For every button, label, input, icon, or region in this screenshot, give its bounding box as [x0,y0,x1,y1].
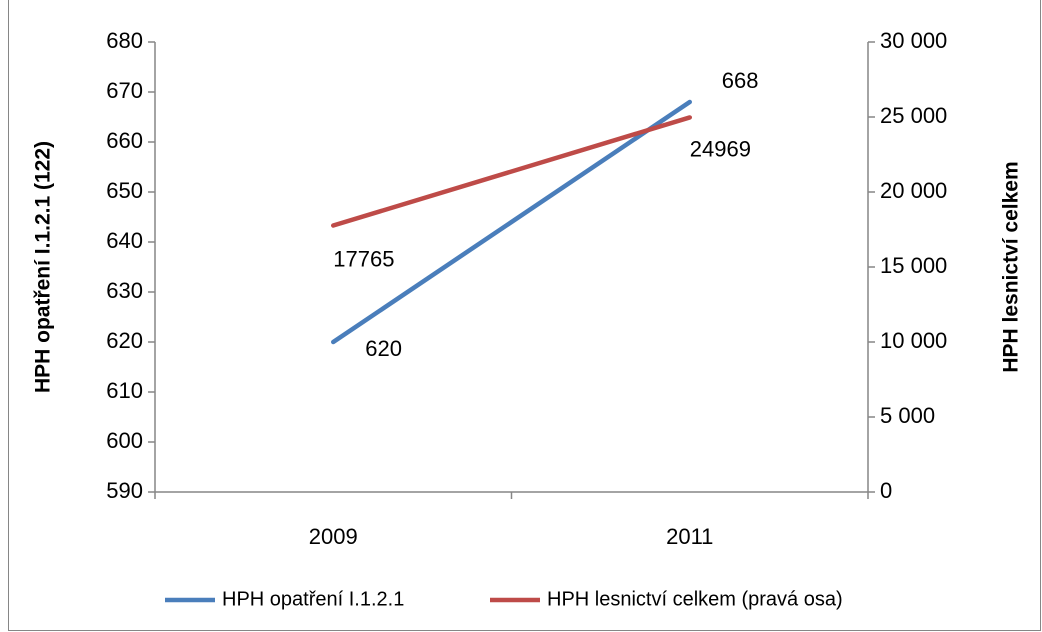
y-tick-label: 620 [106,328,143,353]
y2-tick-label: 0 [880,478,892,503]
x-tick-label: 2009 [309,524,358,549]
data-label: 620 [365,336,402,361]
y2-tick-label: 25 000 [880,103,947,128]
y-tick-label: 670 [106,78,143,103]
legend-label: HPH lesnictví celkem (pravá osa) [547,588,843,610]
y-tick-label: 630 [106,278,143,303]
y-tick-label: 600 [106,428,143,453]
y-tick-label: 610 [106,378,143,403]
series-line [331,99,692,345]
data-label: 24969 [690,136,751,161]
chart-border [8,0,1041,631]
data-label: 17765 [333,246,394,271]
x-tick-label: 2011 [666,524,713,549]
series-line [331,115,692,228]
y-tick-label: 590 [106,478,143,503]
y2-tick-label: 30 000 [880,28,947,53]
y2-tick-label: 10 000 [880,328,947,353]
y-tick-label: 680 [106,28,143,53]
y-tick-label: 650 [106,178,143,203]
data-label: 668 [722,68,759,93]
y2-tick-label: 20 000 [880,178,947,203]
y-tick-label: 640 [106,228,143,253]
legend-label: HPH opatření I.1.2.1 [222,588,404,610]
y-axis-title: HPH opatření I.1.2.1 (122) [32,141,55,393]
y2-tick-label: 15 000 [880,253,947,278]
y2-axis-title: HPH lesnictví celkem [1000,161,1023,372]
y-tick-label: 660 [106,128,143,153]
y2-tick-label: 5 000 [880,403,935,428]
